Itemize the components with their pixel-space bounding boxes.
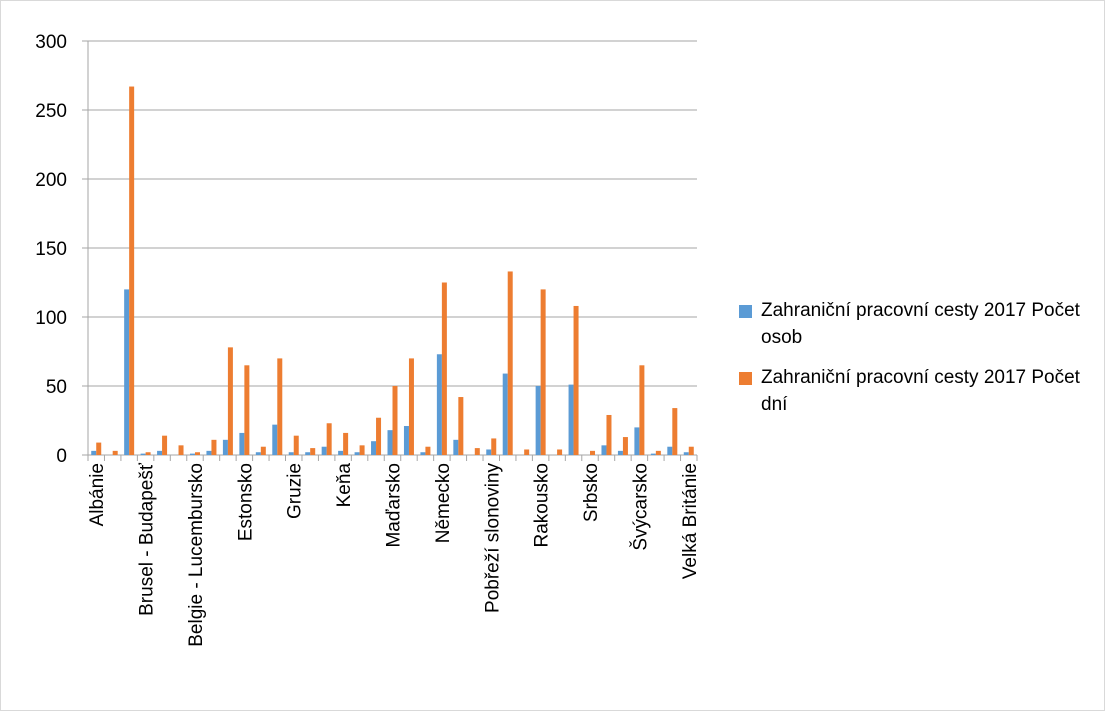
bar bbox=[667, 446, 673, 455]
y-tick-label: 50 bbox=[46, 377, 67, 398]
bar bbox=[540, 289, 546, 455]
bar bbox=[288, 452, 294, 455]
bar bbox=[206, 450, 212, 455]
bar bbox=[371, 441, 377, 455]
bar bbox=[408, 358, 414, 455]
bar bbox=[639, 365, 645, 455]
bar bbox=[91, 450, 97, 455]
bar bbox=[420, 452, 426, 455]
bar bbox=[359, 445, 365, 455]
x-tick-label: Srbsko bbox=[581, 463, 602, 522]
y-tick-label: 250 bbox=[35, 101, 67, 122]
bar bbox=[293, 435, 299, 455]
bar bbox=[194, 452, 200, 455]
bar bbox=[524, 449, 530, 455]
bar bbox=[650, 453, 656, 455]
bar bbox=[189, 453, 195, 455]
legend-item: Zahraniční pracovní cesty 2017 Počet oso… bbox=[739, 297, 1089, 351]
bar bbox=[157, 450, 163, 455]
legend-swatch bbox=[739, 305, 752, 318]
bar bbox=[474, 448, 480, 455]
bar bbox=[321, 446, 327, 455]
legend-label: Zahraniční pracovní cesty 2017 Počet dní bbox=[761, 367, 1080, 415]
y-tick-label: 300 bbox=[35, 32, 67, 53]
bar bbox=[129, 86, 135, 455]
x-tick-label: Velká Británie bbox=[680, 463, 701, 579]
bar bbox=[260, 446, 266, 455]
bar bbox=[535, 386, 541, 455]
bar bbox=[354, 452, 360, 455]
legend: Zahraniční pracovní cesty 2017 Počet oso… bbox=[739, 297, 1089, 431]
bar bbox=[96, 442, 102, 455]
legend-item: Zahraniční pracovní cesty 2017 Počet dní bbox=[739, 364, 1089, 418]
bar bbox=[683, 452, 689, 455]
bar bbox=[272, 424, 278, 455]
bar bbox=[507, 271, 513, 455]
bar bbox=[244, 365, 250, 455]
bar bbox=[145, 452, 151, 455]
bar bbox=[392, 386, 398, 455]
legend-swatch bbox=[739, 372, 752, 385]
bar bbox=[222, 439, 228, 455]
x-tick-label: Maďarsko bbox=[384, 463, 405, 548]
x-tick-label: Německo bbox=[433, 463, 454, 543]
y-tick-label: 100 bbox=[35, 308, 67, 329]
bar bbox=[310, 448, 316, 455]
y-tick-label: 0 bbox=[56, 446, 67, 467]
bar bbox=[277, 358, 283, 455]
bar bbox=[634, 427, 640, 455]
x-tick-label: Estonsko bbox=[235, 463, 256, 541]
bar bbox=[387, 430, 393, 455]
bar bbox=[227, 347, 233, 455]
bar bbox=[557, 449, 563, 455]
bar bbox=[376, 417, 382, 455]
bar bbox=[573, 305, 579, 455]
bar bbox=[441, 282, 447, 455]
bar bbox=[124, 289, 130, 455]
x-tick-label: Albánie bbox=[87, 463, 108, 526]
bar bbox=[338, 450, 344, 455]
y-tick-label: 150 bbox=[35, 239, 67, 260]
bar bbox=[655, 450, 661, 455]
x-tick-label: Pobřeží slonoviny bbox=[482, 463, 503, 613]
bar bbox=[255, 452, 261, 455]
x-tick-label: Švýcarsko bbox=[629, 463, 651, 551]
x-tick-label: Rakousko bbox=[532, 463, 553, 548]
bar bbox=[343, 432, 349, 455]
bar bbox=[486, 449, 492, 455]
bar bbox=[502, 373, 508, 455]
bar bbox=[672, 408, 678, 455]
bar bbox=[305, 452, 311, 455]
bar bbox=[436, 354, 442, 455]
bar bbox=[403, 426, 409, 455]
bar bbox=[239, 432, 245, 455]
bar bbox=[491, 438, 497, 455]
x-tick-label: Keňa bbox=[334, 463, 355, 508]
bar bbox=[458, 397, 464, 455]
bar bbox=[622, 437, 628, 455]
bar bbox=[688, 446, 694, 455]
bar bbox=[162, 435, 168, 455]
bar bbox=[112, 450, 118, 455]
bar bbox=[606, 414, 612, 455]
x-tick-label: Brusel - Budapešť bbox=[137, 462, 158, 616]
bar bbox=[453, 439, 459, 455]
bar bbox=[601, 445, 607, 455]
bar bbox=[178, 445, 184, 455]
bar bbox=[211, 439, 217, 455]
bar bbox=[617, 450, 623, 455]
legend-label: Zahraniční pracovní cesty 2017 Počet oso… bbox=[761, 300, 1080, 348]
bar bbox=[568, 384, 574, 455]
bar bbox=[326, 423, 332, 455]
y-tick-label: 200 bbox=[35, 170, 67, 191]
x-tick-label: Belgie - Lucembursko bbox=[186, 463, 207, 647]
x-tick-label: Gruzie bbox=[285, 463, 306, 519]
bar bbox=[425, 446, 431, 455]
bar bbox=[590, 450, 596, 455]
bar bbox=[140, 453, 146, 455]
